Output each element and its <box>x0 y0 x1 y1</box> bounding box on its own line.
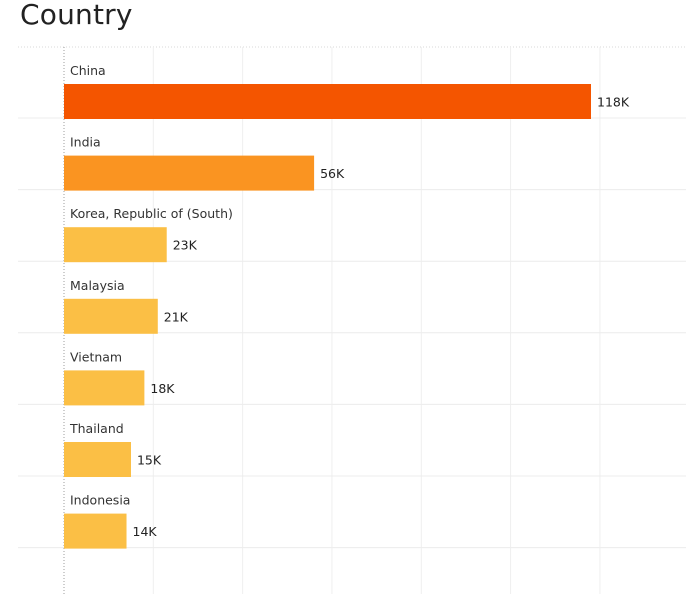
value-label: 56K <box>320 166 345 181</box>
bars <box>64 84 591 549</box>
value-label: 23K <box>173 238 198 253</box>
chart-title: Country <box>20 0 133 31</box>
category-label: Indonesia <box>70 493 130 508</box>
category-label: India <box>70 135 101 150</box>
category-label: Korea, Republic of (South) <box>70 206 233 221</box>
bar[interactable] <box>64 155 315 191</box>
value-label: 118K <box>597 95 630 110</box>
category-label: Vietnam <box>70 349 122 364</box>
value-label: 21K <box>164 309 189 324</box>
bar[interactable] <box>64 513 127 549</box>
bar[interactable] <box>64 370 145 406</box>
category-label: Malaysia <box>70 278 125 293</box>
value-label: 15K <box>137 453 162 468</box>
bar[interactable] <box>64 442 131 477</box>
category-label: Thailand <box>69 421 124 436</box>
bar[interactable] <box>64 227 167 263</box>
category-label: China <box>70 63 106 78</box>
value-label: 18K <box>150 381 175 396</box>
value-label: 14K <box>133 524 158 539</box>
labels: China 118K India 56K Korea, Republic of (Sou… <box>69 63 630 539</box>
bar[interactable] <box>64 84 591 119</box>
bar[interactable] <box>64 298 158 334</box>
